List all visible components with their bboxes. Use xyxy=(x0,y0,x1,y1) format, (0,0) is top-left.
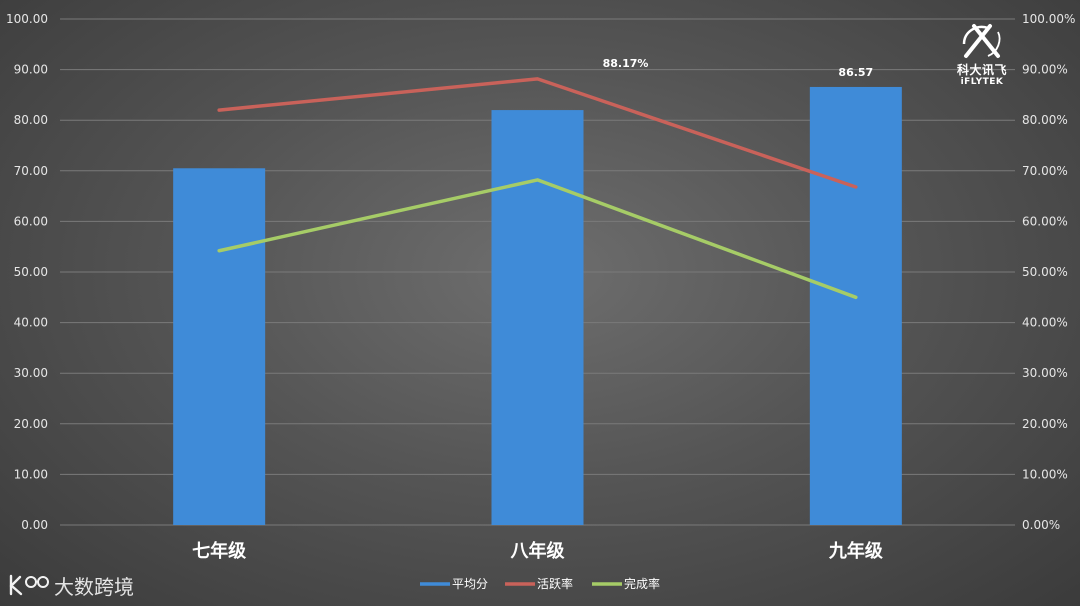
series-line xyxy=(217,77,858,189)
watermark-text: 大数跨境 xyxy=(54,574,134,599)
data-labels: 88.17% 86.57 xyxy=(603,57,874,79)
legend: 平均分 活跃率 完成率 xyxy=(420,576,660,591)
right-tick-label: 100.00% xyxy=(1022,12,1075,26)
data-label: 86.57 xyxy=(838,66,873,79)
left-tick-label: 10.00 xyxy=(14,467,48,481)
left-tick-label: 90.00 xyxy=(14,63,48,77)
right-tick-label: 90.00% xyxy=(1022,63,1068,77)
legend-label: 活跃率 xyxy=(537,576,573,591)
legend-label: 平均分 xyxy=(452,577,488,591)
left-tick-label: 40.00 xyxy=(14,316,48,330)
right-tick-label: 70.00% xyxy=(1022,164,1068,178)
left-tick-label: 0.00 xyxy=(21,518,48,532)
data-label: 88.17% xyxy=(603,57,649,70)
left-tick-label: 50.00 xyxy=(14,265,48,279)
category-label: 八年级 xyxy=(511,540,566,562)
left-tick-label: 80.00 xyxy=(14,113,48,127)
series-line xyxy=(217,178,858,300)
right-tick-label: 40.00% xyxy=(1022,316,1068,330)
iflytek-logo-icon xyxy=(962,24,1001,58)
line-series xyxy=(217,77,858,300)
right-tick-label: 30.00% xyxy=(1022,366,1068,380)
right-tick-label: 20.00% xyxy=(1022,417,1068,431)
bar xyxy=(809,86,902,525)
legend-label: 完成率 xyxy=(624,576,660,591)
logo-chinese-name: 科大讯飞 xyxy=(956,63,1007,77)
left-tick-label: 60.00 xyxy=(14,214,48,228)
right-tick-label: 0.00% xyxy=(1022,518,1060,532)
left-tick-label: 30.00 xyxy=(14,366,48,380)
right-axis-ticks: 0.00% 10.00% 20.00% 30.00% 40.00% 50.00% 60.00… xyxy=(1022,12,1075,532)
category-label: 九年级 xyxy=(828,540,884,562)
right-tick-label: 50.00% xyxy=(1022,265,1068,279)
right-tick-label: 10.00% xyxy=(1022,467,1068,481)
category-labels: 七年级 八年级 九年级 xyxy=(192,540,884,562)
left-axis-ticks: 0.00 10.00 20.00 30.00 40.00 50.00 60.00 70.00 8… xyxy=(6,12,48,532)
category-label: 七年级 xyxy=(192,540,247,562)
left-tick-label: 100.00 xyxy=(6,12,48,26)
bar xyxy=(491,110,584,525)
iflytek-logo: 科大讯飞 iFLYTEK xyxy=(946,22,1018,88)
bar-series xyxy=(173,86,902,525)
bar xyxy=(173,168,266,525)
logo-english-name: iFLYTEK xyxy=(960,77,1004,87)
left-tick-label: 70.00 xyxy=(14,164,48,178)
right-tick-label: 80.00% xyxy=(1022,113,1068,127)
right-tick-label: 60.00% xyxy=(1022,214,1068,228)
watermark-logo-icon xyxy=(9,574,49,596)
watermark: 大数跨境 xyxy=(8,570,134,600)
left-tick-label: 20.00 xyxy=(14,417,48,431)
